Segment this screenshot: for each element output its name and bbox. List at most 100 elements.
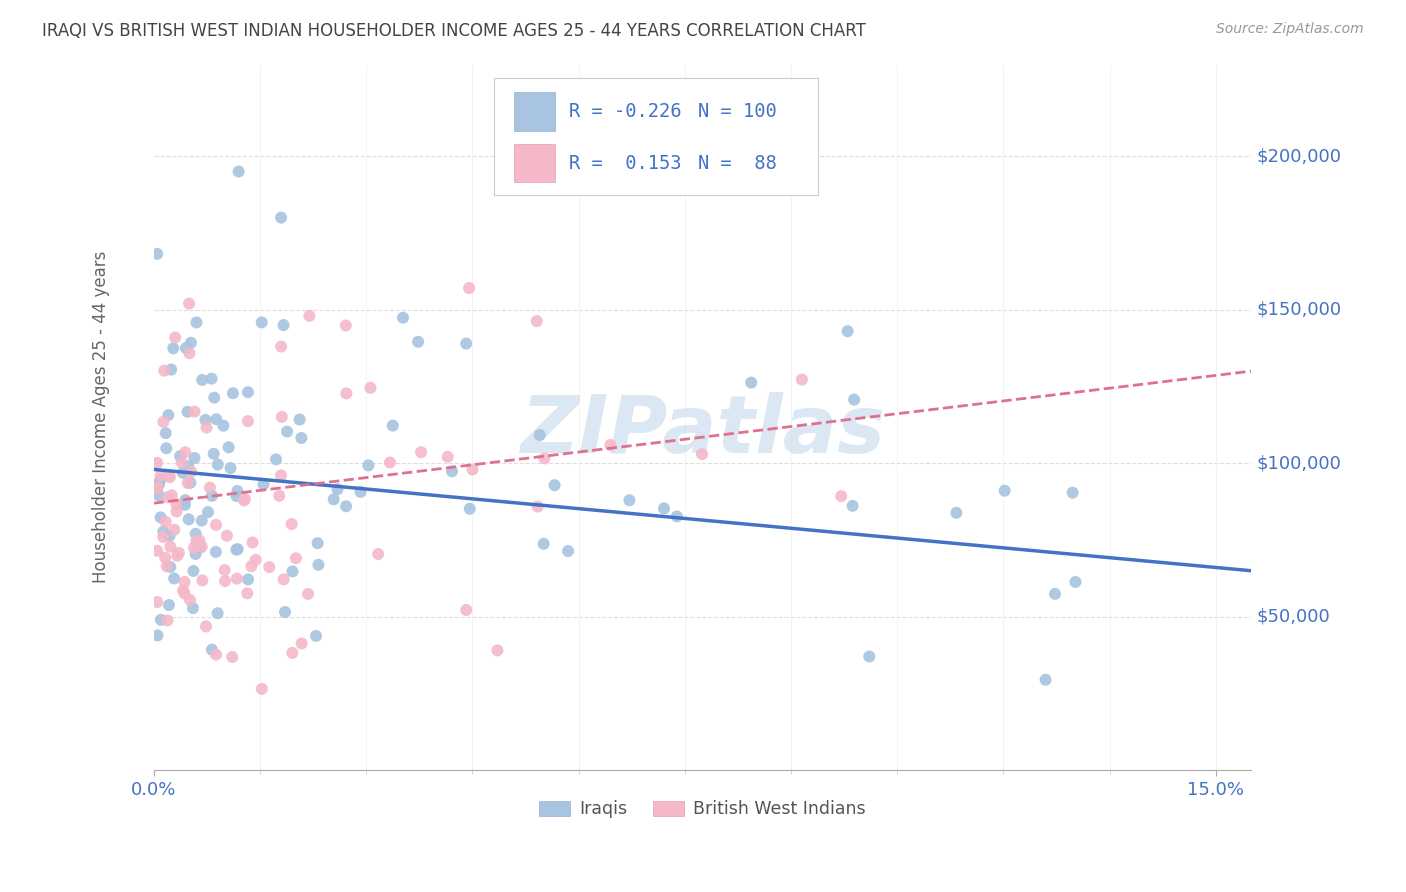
Point (236, 385, 259, 400)
Point (205, 517, 228, 532)
Point (149, 510, 172, 524)
Point (270, 211, 292, 225)
Point (165, 330, 187, 344)
Point (790, 373, 813, 387)
Point (191, 373, 214, 387)
Bar (513, 92, 555, 131)
Point (297, 587, 319, 601)
Point (153, 550, 176, 565)
Point (236, 573, 259, 587)
Point (181, 601, 204, 615)
Point (215, 529, 238, 543)
Point (233, 491, 256, 506)
Point (146, 247, 169, 261)
Point (335, 386, 357, 401)
Point (212, 418, 235, 433)
Point (149, 613, 172, 627)
Point (174, 445, 197, 459)
Point (149, 474, 172, 488)
Text: IRAQI VS BRITISH WEST INDIAN HOUSEHOLDER INCOME AGES 25 - 44 YEARS CORRELATION C: IRAQI VS BRITISH WEST INDIAN HOUSEHOLDER… (42, 22, 866, 40)
Point (242, 535, 264, 549)
Bar (513, 144, 555, 183)
Point (165, 497, 187, 511)
Point (153, 364, 176, 378)
Point (148, 477, 170, 491)
Point (173, 498, 195, 512)
Point (1035, 673, 1057, 687)
Text: $50,000: $50,000 (1257, 607, 1330, 626)
Point (174, 493, 197, 508)
Point (270, 339, 292, 353)
Point (322, 492, 344, 507)
Point (146, 628, 169, 642)
Point (284, 551, 307, 566)
Point (169, 449, 191, 463)
Point (837, 324, 859, 338)
Point (290, 431, 312, 445)
Point (198, 481, 221, 495)
Point (406, 334, 429, 349)
Point (357, 458, 380, 473)
Point (201, 489, 224, 503)
Point (152, 530, 174, 544)
Point (281, 565, 304, 579)
Point (529, 428, 551, 442)
Text: Householder Income Ages 25 - 44 years: Householder Income Ages 25 - 44 years (91, 251, 110, 583)
Text: $200,000: $200,000 (1257, 147, 1341, 165)
Point (174, 341, 197, 355)
Point (179, 593, 201, 607)
Point (335, 318, 357, 333)
Point (156, 614, 179, 628)
Point (259, 560, 281, 574)
Point (176, 475, 198, 490)
Point (250, 315, 273, 329)
Point (184, 547, 207, 561)
Point (155, 441, 177, 455)
Point (183, 404, 205, 418)
Point (652, 501, 675, 516)
Point (214, 563, 236, 577)
Text: N = 100: N = 100 (697, 102, 776, 121)
Point (269, 489, 291, 503)
Point (162, 341, 184, 355)
Point (179, 346, 201, 360)
Point (172, 583, 194, 598)
Point (200, 372, 222, 386)
Point (240, 559, 263, 574)
Point (665, 509, 688, 524)
Point (298, 309, 321, 323)
Point (152, 415, 174, 429)
Point (156, 490, 179, 504)
Point (205, 412, 228, 426)
Point (273, 572, 295, 586)
Point (157, 468, 180, 483)
Legend: Iraqis, British West Indians: Iraqis, British West Indians (531, 793, 873, 825)
Point (533, 451, 555, 466)
Point (486, 643, 509, 657)
Point (184, 526, 207, 541)
Point (155, 426, 177, 441)
Point (205, 648, 228, 662)
Point (160, 362, 183, 376)
Point (226, 542, 249, 557)
Point (167, 546, 190, 560)
Point (392, 310, 415, 325)
Point (461, 462, 484, 476)
Point (841, 499, 863, 513)
Point (273, 318, 295, 332)
Point (252, 477, 274, 491)
Point (281, 646, 304, 660)
Point (146, 543, 169, 558)
Point (214, 574, 236, 588)
Point (202, 447, 225, 461)
Point (173, 587, 195, 601)
Point (155, 515, 177, 529)
Point (994, 483, 1017, 498)
Point (1062, 485, 1084, 500)
Point (858, 649, 880, 664)
Point (557, 544, 579, 558)
Point (225, 542, 247, 557)
Point (305, 629, 328, 643)
Point (207, 607, 229, 621)
Point (172, 466, 194, 480)
